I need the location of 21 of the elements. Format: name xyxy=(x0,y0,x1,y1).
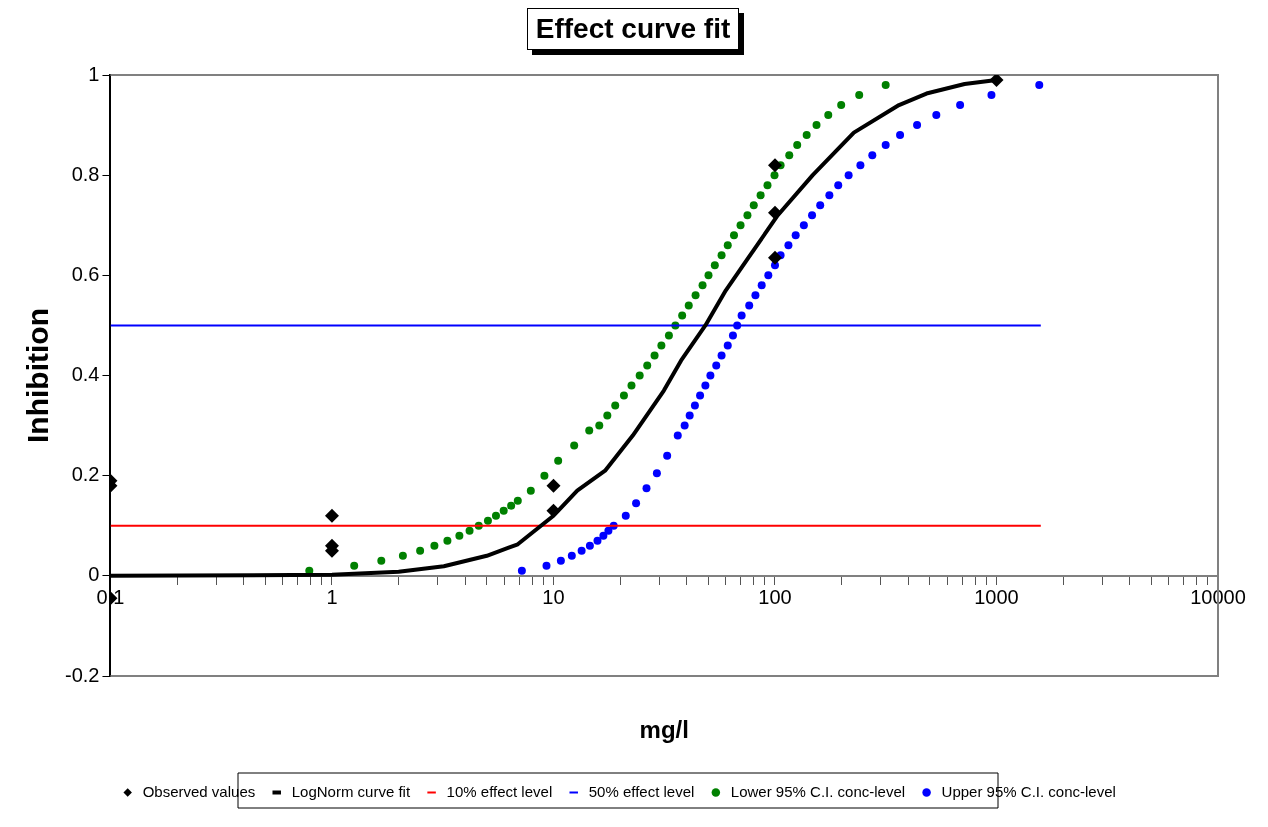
x-tick-label: 1000 xyxy=(974,586,1019,609)
x-axis-title: mg/l xyxy=(639,715,689,743)
y-tick-label: 0.4 xyxy=(71,363,100,386)
y-tick-label: 1 xyxy=(88,62,100,85)
y-tick-label: 0 xyxy=(88,563,100,586)
legend-label: LogNorm curve fit xyxy=(291,782,411,800)
y-tick-label: 0.2 xyxy=(71,463,100,486)
x-tick-label: 10 xyxy=(542,586,565,609)
legend-label: Upper 95% C.I. conc-level xyxy=(941,782,1116,800)
x-tick-label: 1 xyxy=(326,586,338,609)
legend-label: 10% effect level xyxy=(446,782,553,800)
chart-title: Effect curve fit xyxy=(526,8,740,50)
y-tick-label: -0.2 xyxy=(64,663,100,686)
y-tick-label: 0.8 xyxy=(71,162,100,185)
x-tick-label: 100 xyxy=(758,586,792,609)
y-axis-title: Inhibition xyxy=(21,308,55,443)
y-tick-label: 0.6 xyxy=(71,262,100,285)
legend-label: Lower 95% C.I. conc-level xyxy=(730,782,906,800)
legend-label: 50% effect level xyxy=(588,782,695,800)
x-tick-label: 10000 xyxy=(1190,586,1246,609)
legend-label: Observed values xyxy=(142,782,256,800)
